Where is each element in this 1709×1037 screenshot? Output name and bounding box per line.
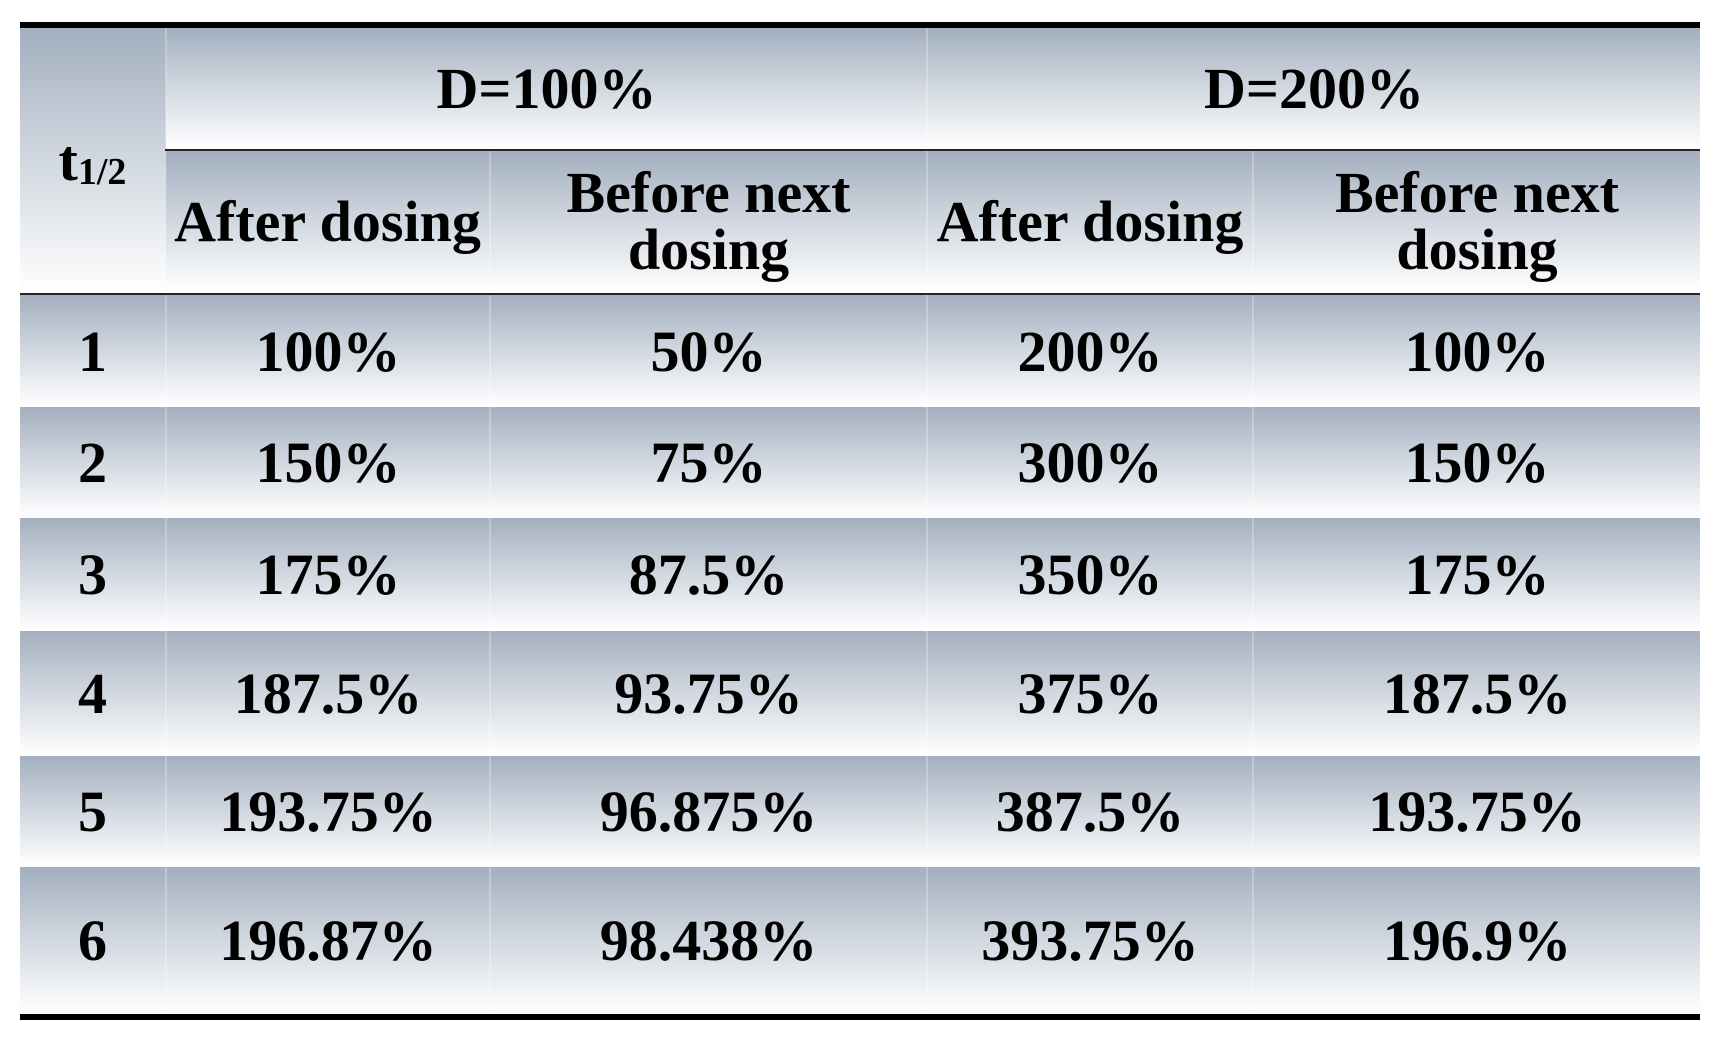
- cell: 300%: [926, 407, 1253, 518]
- cell: 196.87%: [165, 867, 490, 1017]
- row-label: 4: [20, 631, 166, 756]
- cell: 150%: [1252, 407, 1700, 518]
- row-label: 3: [20, 518, 166, 631]
- half-life-header: t1/2: [20, 25, 166, 295]
- half-life-symbol: t: [58, 128, 78, 193]
- cell: 200%: [926, 294, 1253, 407]
- column-header-row: After dosing Before next dosing After do…: [20, 150, 1700, 295]
- data-row: 6 196.87% 98.438% 393.75% 196.9%: [20, 867, 1700, 1017]
- cell: 193.75%: [1252, 756, 1700, 867]
- group-header-row: t1/2 D=100% D=200%: [20, 25, 1700, 295]
- cell: 350%: [926, 518, 1253, 631]
- data-row: 1 100% 50% 200% 100%: [20, 294, 1700, 407]
- row-label: 2: [20, 407, 166, 518]
- cell: 50%: [489, 294, 927, 407]
- column-header: Before next dosing: [489, 150, 927, 295]
- row-label: 1: [20, 294, 166, 407]
- cell: 193.75%: [165, 756, 490, 867]
- cell: 375%: [926, 631, 1253, 756]
- dosing-table: t1/2 D=100% D=200% After dosing Before n…: [20, 22, 1700, 1020]
- cell: 100%: [165, 294, 490, 407]
- column-header: After dosing: [166, 150, 490, 295]
- group-header: D=200%: [926, 25, 1700, 151]
- data-row: 2 150% 75% 300% 150%: [20, 407, 1700, 518]
- cell: 175%: [1252, 518, 1700, 631]
- group-header: D=100%: [165, 25, 927, 151]
- cell: 100%: [1252, 294, 1700, 407]
- cell: 75%: [489, 407, 927, 518]
- cell: 175%: [165, 518, 490, 631]
- data-row: 3 175% 87.5% 350% 175%: [20, 518, 1700, 631]
- cell: 150%: [165, 407, 490, 518]
- row-label: 6: [20, 867, 166, 1017]
- cell: 93.75%: [489, 631, 927, 756]
- row-label: 5: [20, 756, 166, 867]
- column-header: After dosing: [926, 150, 1253, 295]
- half-life-subscript: 1/2: [77, 151, 127, 193]
- cell: 187.5%: [165, 631, 490, 756]
- cell: 187.5%: [1252, 631, 1700, 756]
- cell: 196.9%: [1252, 867, 1700, 1017]
- cell: 98.438%: [489, 867, 927, 1017]
- cell: 393.75%: [926, 867, 1253, 1017]
- table-body: t1/2 D=100% D=200% After dosing Before n…: [20, 25, 1700, 1017]
- cell: 96.875%: [489, 756, 927, 867]
- data-row: 5 193.75% 96.875% 387.5% 193.75%: [20, 756, 1700, 867]
- data-row: 4 187.5% 93.75% 375% 187.5%: [20, 631, 1700, 756]
- cell: 87.5%: [489, 518, 927, 631]
- cell: 387.5%: [926, 756, 1253, 867]
- column-header: Before next dosing: [1252, 150, 1700, 295]
